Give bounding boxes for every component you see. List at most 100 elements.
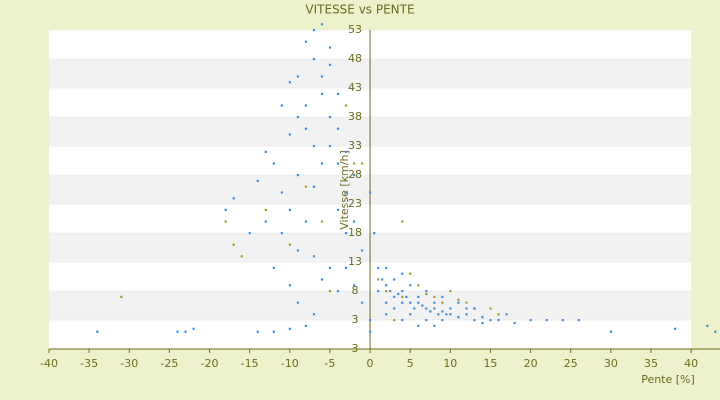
point: [304, 324, 308, 327]
point: [385, 266, 388, 269]
x-tick-label: -40: [40, 357, 58, 370]
point: [288, 133, 291, 136]
x-tick-label: -35: [80, 357, 98, 370]
point: [377, 266, 380, 269]
point: [441, 319, 444, 322]
point: [280, 191, 283, 194]
y-tick-label: 3: [352, 313, 359, 326]
x-tick-label: 0: [367, 357, 374, 370]
point: [449, 290, 452, 293]
x-tick-label: -25: [160, 357, 178, 370]
point: [409, 301, 412, 304]
point: [409, 313, 412, 316]
point: [232, 197, 235, 200]
point: [385, 313, 388, 316]
point: [409, 272, 412, 275]
point: [353, 284, 356, 287]
x-tick-label: 30: [604, 357, 618, 370]
point: [445, 313, 448, 316]
point: [373, 232, 376, 235]
point: [457, 298, 460, 301]
point: [369, 319, 372, 322]
point: [577, 319, 580, 322]
x-tick-label: -20: [201, 357, 219, 370]
x-tick-label: -15: [241, 357, 259, 370]
x-tick-label: 15: [483, 357, 497, 370]
y-tick-label: 33: [348, 139, 362, 152]
y-axis-label: Vitesse [km/h]: [338, 150, 351, 230]
x-tick-label: -5: [324, 357, 335, 370]
point: [272, 330, 275, 333]
point: [296, 75, 300, 78]
point: [481, 316, 484, 319]
point: [320, 75, 324, 78]
point: [272, 162, 275, 165]
point: [513, 321, 516, 325]
point: [336, 290, 340, 293]
point: [706, 324, 709, 327]
point: [545, 319, 548, 322]
point: [457, 301, 460, 304]
point: [441, 295, 444, 298]
point: [320, 23, 324, 26]
point: [264, 208, 267, 211]
point: [353, 220, 356, 223]
point: [397, 292, 400, 296]
point: [609, 330, 613, 333]
point: [312, 58, 316, 61]
point: [344, 104, 348, 107]
point: [417, 324, 420, 327]
point: [674, 327, 677, 330]
point: [336, 127, 340, 130]
point: [425, 292, 428, 296]
point: [385, 301, 388, 304]
x-tick-label: 10: [443, 357, 457, 370]
point: [561, 319, 564, 322]
point: [425, 290, 428, 293]
point: [288, 243, 291, 246]
point: [441, 310, 444, 313]
point: [425, 319, 428, 322]
point: [401, 220, 404, 223]
point: [328, 116, 332, 119]
y-tick-label: 48: [348, 52, 362, 65]
point: [344, 266, 348, 269]
point: [312, 185, 316, 188]
point: [224, 208, 227, 211]
point: [389, 290, 392, 293]
x-tick-label: 5: [407, 357, 414, 370]
point: [304, 220, 308, 223]
point: [481, 321, 484, 325]
point: [381, 278, 384, 281]
point: [361, 301, 364, 304]
point: [393, 295, 396, 298]
point: [385, 284, 388, 287]
x-tick-label: -10: [281, 357, 299, 370]
point: [417, 301, 420, 304]
point: [328, 63, 332, 66]
point: [433, 301, 436, 304]
point: [425, 307, 428, 310]
point: [417, 295, 420, 298]
point: [505, 313, 508, 316]
point: [449, 313, 452, 316]
point: [312, 145, 316, 148]
point: [401, 290, 404, 293]
point: [312, 29, 316, 32]
point: [353, 174, 356, 177]
point: [441, 301, 444, 304]
point: [344, 150, 348, 153]
chart-title: VITESSE vs PENTE: [305, 3, 414, 17]
point: [280, 232, 283, 235]
point: [304, 104, 308, 107]
point: [328, 266, 332, 269]
point: [336, 208, 340, 211]
point: [320, 220, 324, 223]
point: [288, 327, 291, 330]
y-tick-label: 18: [348, 226, 362, 239]
point: [120, 295, 123, 298]
point: [304, 127, 308, 130]
point: [304, 40, 308, 43]
point: [433, 324, 436, 327]
